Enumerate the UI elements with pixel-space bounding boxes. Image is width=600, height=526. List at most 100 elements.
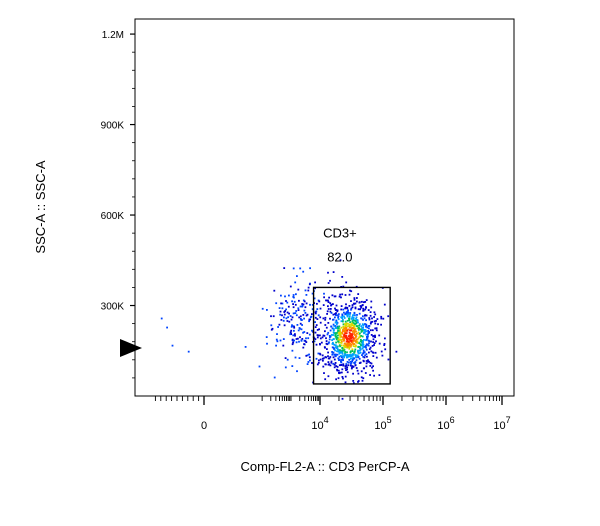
event-dot [345,281,348,284]
event-dot [316,329,319,331]
event-dot [354,306,357,309]
event-dot [367,333,369,336]
event-dot [364,354,366,357]
event-dot [380,350,383,353]
event-dot [342,325,345,328]
event-dot [308,320,310,323]
event-dot [342,363,345,366]
event-dot [304,289,307,292]
event-dot [342,377,344,380]
event-dot [298,316,301,319]
event-dot [323,296,325,299]
event-dot [284,357,287,359]
event-dot [293,300,296,303]
event-dot [280,319,283,321]
event-dot [284,366,287,369]
event-dot [372,369,374,372]
event-dot [358,346,361,348]
event-dot [294,333,296,335]
event-dot [342,358,344,361]
event-dot [359,332,361,335]
event-dot [350,300,352,302]
plot-frame [134,18,515,397]
event-dot [327,351,329,354]
event-dot [318,300,321,303]
event-dot [350,362,352,365]
event-dot [303,300,306,303]
event-dot [327,331,330,334]
gate-cd3-positive[interactable]: CD3+ 82.0 [312,225,391,385]
event-dot [369,314,372,317]
event-dot [360,325,363,327]
event-dot [340,320,343,323]
event-dot [380,323,382,326]
event-dot [357,349,359,352]
event-dot [341,293,344,296]
event-dot [281,302,284,305]
event-dot [341,368,344,371]
event-dot [366,326,369,329]
event-dot [349,364,352,367]
event-dot [325,340,328,342]
event-dot [343,339,346,341]
event-dot [372,355,375,357]
event-dot [357,380,360,382]
event-dot [334,325,337,327]
event-dot [347,344,350,346]
event-dot [351,360,353,363]
event-dot [289,331,292,334]
event-dot [366,355,368,358]
event-dot [365,314,368,317]
event-dot [313,340,316,343]
event-dot [363,367,365,370]
event-dot [361,354,363,356]
event-dot [351,366,354,368]
event-dot [362,359,365,362]
event-dot [360,317,362,320]
event-dot [324,316,327,319]
event-dot [339,333,342,335]
event-dot [294,334,296,337]
event-dot [286,301,289,304]
event-dot [365,346,367,349]
event-dot [358,312,361,315]
event-dot [332,318,335,321]
event-dot [341,349,344,352]
event-dot [343,329,345,332]
event-dot [282,319,285,322]
event-dot [340,338,342,341]
event-dot [299,315,302,318]
event-dot [318,359,320,362]
event-dot [361,341,364,343]
event-dot [337,377,340,380]
event-dot [349,332,352,335]
event-dot [359,346,362,349]
event-dot [367,339,370,342]
event-dot [352,353,354,356]
event-dot [341,356,343,359]
event-dot [327,301,330,303]
event-dot [328,363,330,366]
threshold-marker-icon[interactable] [120,339,142,357]
event-dot [338,295,341,298]
event-dot [349,289,351,292]
event-dot [333,353,336,356]
event-dot [335,365,338,367]
event-dot [364,308,367,311]
event-dot [360,331,363,333]
event-dot [343,333,346,336]
event-dot [353,328,356,331]
event-dot [351,350,354,352]
event-dot [326,333,329,336]
event-dot [343,345,346,348]
gate-rectangle[interactable] [312,286,391,385]
event-dot [344,326,347,328]
event-dot [365,348,368,351]
y-axis: 300K 600K 900K 1.2M [101,30,135,379]
event-dot [302,270,305,273]
event-dot [290,329,293,332]
event-dot [370,340,372,343]
event-dot [338,341,340,344]
event-dot [361,379,364,382]
event-dot [288,294,290,297]
